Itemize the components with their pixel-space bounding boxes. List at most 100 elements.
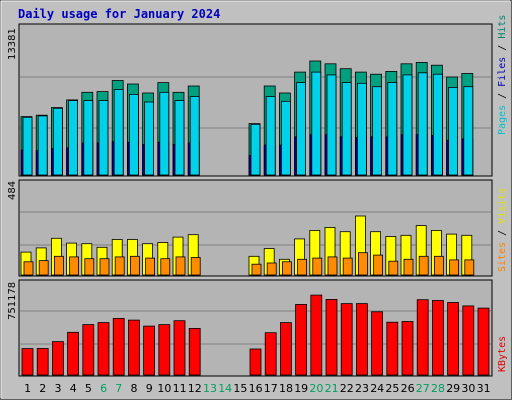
bar-visits-sites-day-1 bbox=[23, 261, 34, 276]
day-labels: 1 2 3 4 5 6 7 8 9 10 11 12 13 14 15 16 17 18 19 20 21 22 23 24 2… bbox=[24, 382, 491, 395]
bar-hits-pages-day-11 bbox=[174, 100, 185, 176]
bar-kbytes-kbytes-day-21 bbox=[325, 298, 338, 376]
day-label-2: 2 bbox=[39, 382, 46, 395]
bar-kbytes-kbytes-day-2 bbox=[36, 348, 49, 376]
bar-visits-sites-day-22 bbox=[342, 257, 353, 276]
bar-visits-sites-day-21 bbox=[327, 256, 338, 276]
bar-kbytes-kbytes-day-30 bbox=[462, 305, 475, 376]
bar-visits-sites-day-17 bbox=[266, 262, 277, 276]
bar-kbytes-kbytes-day-26 bbox=[401, 321, 414, 376]
bar-kbytes-kbytes-day-8 bbox=[127, 319, 140, 376]
visits-legend: Sites / Visits bbox=[497, 188, 508, 272]
bar-hits-pages-day-2 bbox=[37, 115, 48, 176]
bar-kbytes-kbytes-day-3 bbox=[52, 341, 64, 376]
bar-kbytes-kbytes-day-11 bbox=[173, 320, 186, 376]
bar-hits-pages-day-12 bbox=[189, 96, 200, 176]
bar-kbytes-kbytes-day-9 bbox=[143, 325, 156, 376]
day-label-12: 12 bbox=[188, 382, 202, 395]
bar-hits-pages-day-30 bbox=[463, 86, 474, 176]
day-label-5: 5 bbox=[85, 382, 92, 395]
bar-hits-pages-day-23 bbox=[356, 82, 367, 176]
bar-hits-pages-day-29 bbox=[448, 87, 459, 176]
day-label-28: 28 bbox=[431, 382, 445, 395]
bar-kbytes-kbytes-day-27 bbox=[416, 299, 429, 376]
bar-visits-sites-day-18 bbox=[281, 261, 292, 276]
bar-visits-sites-day-4 bbox=[69, 256, 79, 276]
day-label-13: 13 bbox=[203, 382, 217, 395]
visits-axis-max: 484 bbox=[7, 181, 18, 200]
legend-sep-2: / bbox=[497, 39, 508, 57]
day-label-22: 22 bbox=[340, 382, 354, 395]
bar-kbytes-kbytes-day-28 bbox=[431, 300, 444, 376]
bar-visits-sites-day-20 bbox=[312, 257, 323, 276]
bar-kbytes-kbytes-day-25 bbox=[386, 321, 399, 376]
bar-visits-sites-day-2 bbox=[38, 260, 49, 276]
bar-visits-sites-day-3 bbox=[54, 255, 64, 276]
bar-visits-sites-day-29 bbox=[449, 259, 460, 276]
day-label-19: 19 bbox=[294, 382, 308, 395]
bar-visits-sites-day-24 bbox=[373, 254, 384, 276]
legend-pages: Pages bbox=[497, 105, 508, 135]
bar-visits-sites-day-26 bbox=[403, 258, 414, 276]
bar-kbytes-kbytes-day-5 bbox=[82, 324, 95, 376]
bar-kbytes-kbytes-day-12 bbox=[188, 327, 201, 376]
bar-kbytes-kbytes-day-6 bbox=[97, 322, 110, 376]
day-label-8: 8 bbox=[131, 382, 138, 395]
day-label-18: 18 bbox=[279, 382, 293, 395]
legend-sites: Sites bbox=[497, 242, 508, 272]
day-label-11: 11 bbox=[173, 382, 187, 395]
bar-kbytes-kbytes-day-16 bbox=[249, 348, 262, 376]
day-label-4: 4 bbox=[70, 382, 77, 395]
bar-hits-pages-day-3 bbox=[53, 107, 63, 176]
bar-visits-sites-day-28 bbox=[433, 255, 444, 276]
bar-visits-sites-day-10 bbox=[160, 258, 171, 276]
day-label-26: 26 bbox=[401, 382, 415, 395]
bar-kbytes-kbytes-day-10 bbox=[158, 324, 171, 376]
hits-axis-max: 13381 bbox=[7, 28, 18, 60]
bar-hits-pages-day-5 bbox=[83, 100, 94, 176]
bar-hits-pages-day-8 bbox=[128, 94, 139, 176]
bar-hits-pages-day-24 bbox=[372, 86, 383, 176]
day-label-16: 16 bbox=[249, 382, 263, 395]
day-label-9: 9 bbox=[146, 382, 153, 395]
bar-kbytes-kbytes-day-29 bbox=[447, 302, 460, 376]
legend-visits: Visits bbox=[497, 188, 508, 224]
bar-visits-sites-day-12 bbox=[190, 257, 201, 276]
bar-visits-sites-day-11 bbox=[175, 256, 186, 276]
bar-kbytes-kbytes-day-24 bbox=[371, 311, 384, 376]
bar-hits-pages-day-1 bbox=[22, 116, 33, 176]
day-label-21: 21 bbox=[325, 382, 339, 395]
bar-kbytes-kbytes-day-18 bbox=[279, 322, 292, 376]
bar-hits-pages-day-26 bbox=[402, 74, 413, 176]
day-label-30: 30 bbox=[461, 382, 475, 395]
bar-kbytes-kbytes-day-20 bbox=[310, 294, 323, 376]
bar-kbytes-kbytes-day-23 bbox=[355, 303, 368, 376]
bar-kbytes-kbytes-day-31 bbox=[477, 307, 490, 376]
bar-hits-pages-day-22 bbox=[341, 82, 352, 176]
day-label-10: 10 bbox=[157, 382, 171, 395]
bar-hits-pages-day-19 bbox=[296, 82, 307, 176]
day-label-29: 29 bbox=[446, 382, 460, 395]
bar-hits-pages-day-27 bbox=[417, 72, 428, 176]
bar-hits-pages-day-9 bbox=[144, 101, 155, 176]
bar-visits-sites-day-25 bbox=[388, 260, 399, 276]
bar-hits-pages-day-6 bbox=[98, 100, 109, 176]
day-label-7: 7 bbox=[115, 382, 122, 395]
bar-visits-sites-day-30 bbox=[464, 259, 475, 276]
legend-sep-3: / bbox=[497, 224, 508, 242]
bar-kbytes-kbytes-day-17 bbox=[264, 332, 277, 376]
bar-visits-sites-day-23 bbox=[357, 252, 368, 276]
day-label-17: 17 bbox=[264, 382, 278, 395]
legend-kbytes: KBytes bbox=[497, 336, 508, 372]
bar-visits-sites-day-19 bbox=[297, 258, 308, 276]
day-label-1: 1 bbox=[24, 382, 31, 395]
bar-visits-sites-day-7 bbox=[114, 256, 125, 276]
bar-hits-pages-day-28 bbox=[432, 73, 443, 176]
chart-title: Daily usage for January 2024 bbox=[18, 7, 220, 21]
kbytes-axis-max: 751178 bbox=[7, 282, 18, 320]
bar-visits-sites-day-6 bbox=[99, 258, 110, 276]
day-label-14: 14 bbox=[218, 382, 232, 395]
bar-kbytes-kbytes-day-7 bbox=[112, 317, 125, 376]
bar-visits-sites-day-16 bbox=[251, 263, 262, 276]
